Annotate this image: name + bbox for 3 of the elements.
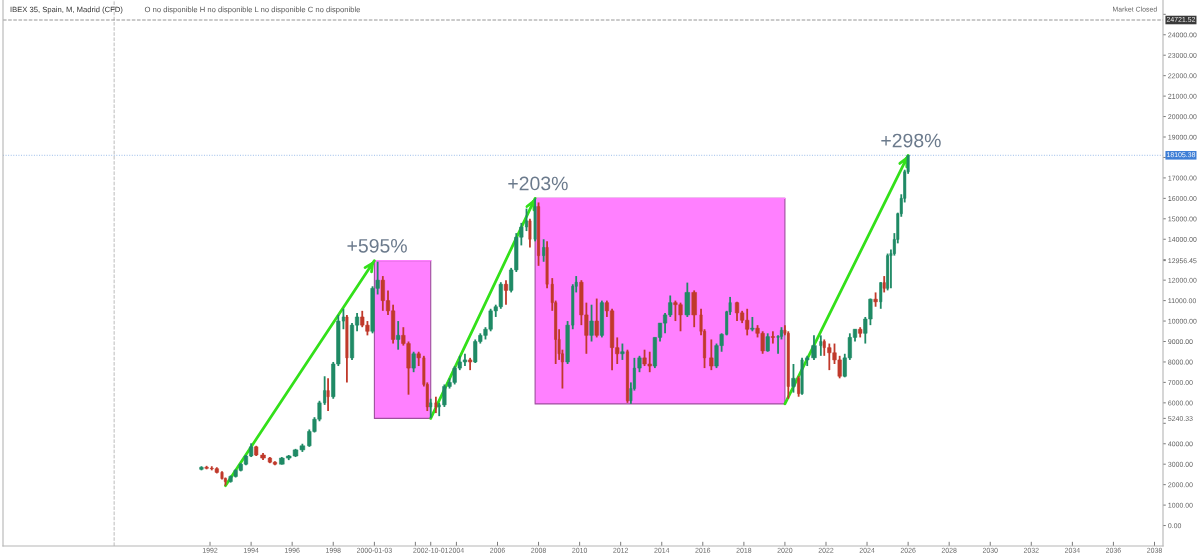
annotation: +595% (347, 238, 407, 253)
annotation: +203% (508, 176, 568, 191)
annotation: +298% (881, 133, 941, 148)
